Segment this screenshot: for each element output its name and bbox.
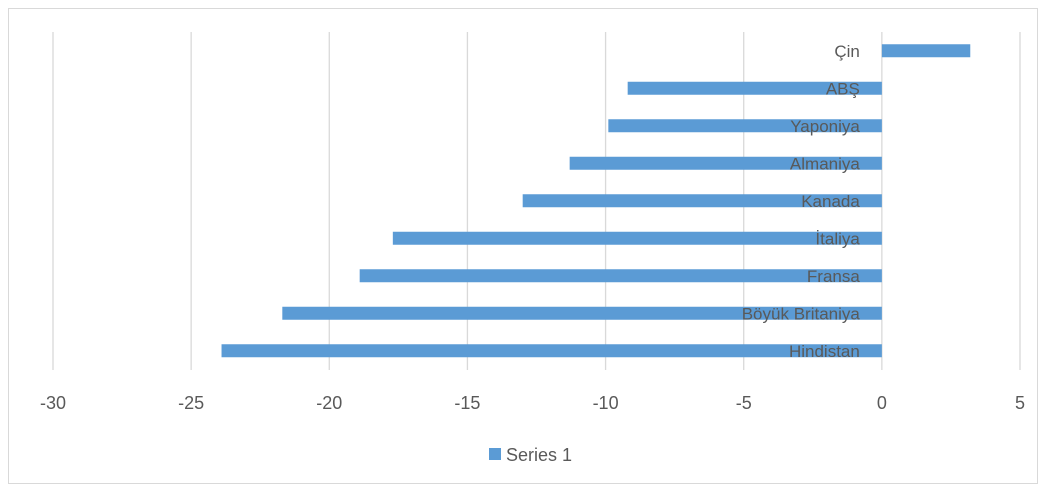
bar-6 [359,269,882,283]
category-label-7: Böyük Britaniya [742,304,861,323]
bar-2 [608,119,882,133]
x-tick-label-3: -15 [454,393,480,413]
bar-1 [627,81,882,95]
category-label-1: ABŞ [826,79,860,98]
x-tick-label-5: -5 [736,393,752,413]
legend: Series 1 [489,445,572,465]
x-tick-label-4: -10 [593,393,619,413]
bar-3 [569,156,882,170]
x-tick-label-1: -25 [178,393,204,413]
category-labels: Çin ABŞ Yaponiya Almaniya Kanada İtaliya Frans… [742,42,861,361]
category-label-5: İtaliya [815,229,860,248]
x-tick-label-6: 0 [877,393,887,413]
bar-7 [282,306,882,320]
category-label-2: Yaponiya [790,117,860,136]
category-label-0: Çin [834,42,860,61]
x-tick-label-7: 5 [1015,393,1025,413]
x-tick-label-2: -20 [316,393,342,413]
category-label-3: Almaniya [790,154,860,173]
x-axis-tick-labels: -30 -25 -20 -15 -10 -5 0 5 [40,393,1025,413]
bar-8 [221,344,882,358]
bars [221,44,971,358]
bar-4 [522,194,882,208]
category-label-6: Fransa [807,267,860,286]
x-tick-label-0: -30 [40,393,66,413]
legend-swatch [489,448,501,460]
category-label-8: Hindistan [789,342,860,361]
legend-label: Series 1 [506,445,572,465]
category-label-4: Kanada [801,192,860,211]
bar-5 [392,231,882,245]
top-crop-edge [0,0,1048,8]
bar-0 [881,44,971,58]
